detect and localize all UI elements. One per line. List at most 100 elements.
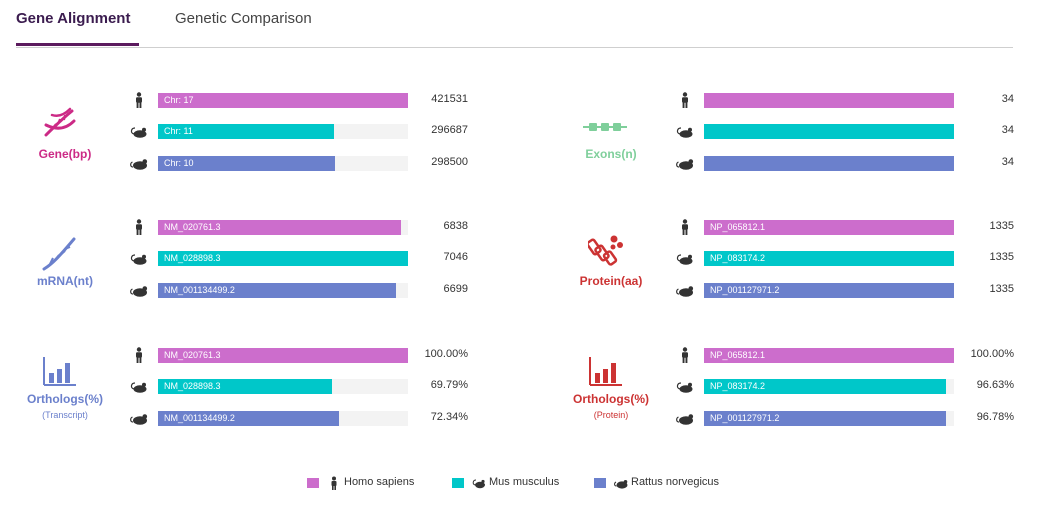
human-icon: [331, 476, 337, 490]
bar-human[interactable]: [158, 93, 408, 108]
value: 69.79%: [430, 379, 468, 391]
bar-label: NP_083174.2: [710, 381, 766, 391]
row-mouse: NM_028898.3 69.79%: [130, 378, 480, 394]
bar-mouse[interactable]: [704, 251, 954, 266]
bar-mouse[interactable]: [704, 379, 946, 394]
bar-track: NP_065812.1: [704, 220, 954, 235]
bar-label: NP_001127971.2: [710, 413, 780, 423]
bar-rat[interactable]: [704, 411, 946, 426]
mouse-icon: [676, 123, 694, 139]
mouse-icon: [676, 378, 694, 394]
row-rat: NM_001134499.2 6699: [130, 282, 480, 298]
row-human: NM_020761.3 6838: [130, 219, 480, 235]
bar-rat[interactable]: [704, 283, 954, 298]
bar-human[interactable]: [704, 93, 954, 108]
category-orthologs-transcript: Orthologs(%) (Transcript): [0, 347, 130, 447]
legend-label: Homo sapiens: [344, 476, 415, 488]
bar-mouse[interactable]: [158, 251, 408, 266]
bar-rat[interactable]: [704, 156, 954, 171]
category-sublabel: (Transcript): [42, 410, 88, 420]
value: 1335: [989, 220, 1014, 232]
bar-mouse[interactable]: [158, 124, 334, 139]
bar-track: NP_083174.2: [704, 251, 954, 266]
bar-rat[interactable]: [158, 156, 335, 171]
rat-icon: [130, 282, 148, 298]
bar-track: NM_028898.3: [158, 251, 408, 266]
bar-track: Chr: 17: [158, 93, 408, 108]
human-icon: [676, 347, 694, 363]
bar-label: NM_020761.3: [164, 350, 221, 360]
mouse-icon: [472, 479, 485, 489]
bar-track: NM_020761.3: [158, 220, 408, 235]
legend-swatch: [307, 478, 319, 488]
mouse-icon: [676, 250, 694, 266]
protein-icon: [588, 235, 623, 266]
value: 421531: [431, 93, 468, 105]
bar-label: NP_065812.1: [710, 350, 766, 360]
rat-icon: [676, 155, 694, 171]
bar-human[interactable]: [158, 220, 401, 235]
panel-exons: Exons(n) 34 34 34: [546, 92, 1026, 192]
legend-label: Rattus norvegicus: [631, 476, 720, 488]
row-mouse: 34: [676, 123, 1026, 139]
value: 72.34%: [430, 411, 468, 423]
tab-genetic-comparison[interactable]: Genetic Comparison: [175, 10, 312, 27]
panel-gene: Gene(bp) Chr: 17 421531 Chr: 11 296687 Chr: …: [0, 92, 480, 192]
bar-track: NP_001127971.2: [704, 283, 954, 298]
category-label: mRNA(nt): [37, 274, 93, 288]
category-label: Protein(aa): [579, 274, 643, 288]
bar-rat[interactable]: [158, 283, 396, 298]
bar-mouse[interactable]: [158, 379, 332, 394]
value: 7046: [443, 251, 468, 263]
bar-track: Chr: 11: [158, 124, 408, 139]
rat-icon: [614, 480, 628, 489]
row-mouse: Chr: 11 296687: [130, 123, 480, 139]
bar-track: NM_001134499.2: [158, 283, 408, 298]
mouse-icon: [130, 123, 148, 139]
bar-chart-icon: [43, 357, 76, 386]
row-human: Chr: 17 421531: [130, 92, 480, 108]
bar-track: NM_001134499.2: [158, 411, 408, 426]
row-rat: NP_001127971.2 1335: [676, 282, 1026, 298]
row-human: NM_020761.3 100.00%: [130, 347, 480, 363]
row-human: NP_065812.1 100.00%: [676, 347, 1026, 363]
human-icon: [676, 92, 694, 108]
category-orthologs-protein: Orthologs(%) (Protein): [546, 347, 676, 447]
bar-track: NP_083174.2: [704, 379, 954, 394]
row-human: 34: [676, 92, 1026, 108]
bar-chart-icon: [589, 357, 622, 386]
category-gene: Gene(bp): [0, 92, 130, 192]
bar-label: Chr: 10: [164, 158, 194, 168]
bar-human[interactable]: [704, 220, 954, 235]
dna-icon: [44, 107, 76, 137]
human-icon: [130, 219, 148, 235]
panel-orthologs-transcript: Orthologs(%) (Transcript) NM_020761.3 100…: [0, 347, 480, 447]
row-rat: NP_001127971.2 96.78%: [676, 410, 1026, 426]
bar-track: [704, 124, 954, 139]
row-mouse: NM_028898.3 7046: [130, 250, 480, 266]
category-sublabel: (Protein): [593, 410, 629, 420]
bar-human[interactable]: [158, 348, 408, 363]
category-exons: Exons(n): [546, 92, 676, 192]
panel-protein: Protein(aa) NP_065812.1 1335 NP_083174.2 13…: [546, 219, 1026, 319]
bar-label: NM_001134499.2: [164, 413, 235, 423]
bar-rat[interactable]: [158, 411, 339, 426]
value: 34: [1001, 156, 1014, 168]
bar-mouse[interactable]: [704, 124, 954, 139]
panel-mrna: mRNA(nt) NM_020761.3 6838 NM_028898.3 7046 N…: [0, 219, 480, 319]
rat-icon: [676, 410, 694, 426]
tab-gene-alignment[interactable]: Gene Alignment: [16, 10, 131, 27]
legend-label: Mus musculus: [489, 476, 560, 488]
row-rat: Chr: 10 298500: [130, 155, 480, 171]
legend-swatch: [594, 478, 606, 488]
row-mouse: NP_083174.2 1335: [676, 250, 1026, 266]
value: 6838: [443, 220, 468, 232]
bar-human[interactable]: [704, 348, 954, 363]
mrna-icon: [42, 237, 76, 271]
bar-label: NM_028898.3: [164, 253, 221, 263]
value: 1335: [989, 283, 1014, 295]
category-label: Exons(n): [585, 147, 637, 161]
value: 296687: [431, 124, 468, 136]
bar-track: [704, 156, 954, 171]
bar-label: NM_020761.3: [164, 222, 221, 232]
